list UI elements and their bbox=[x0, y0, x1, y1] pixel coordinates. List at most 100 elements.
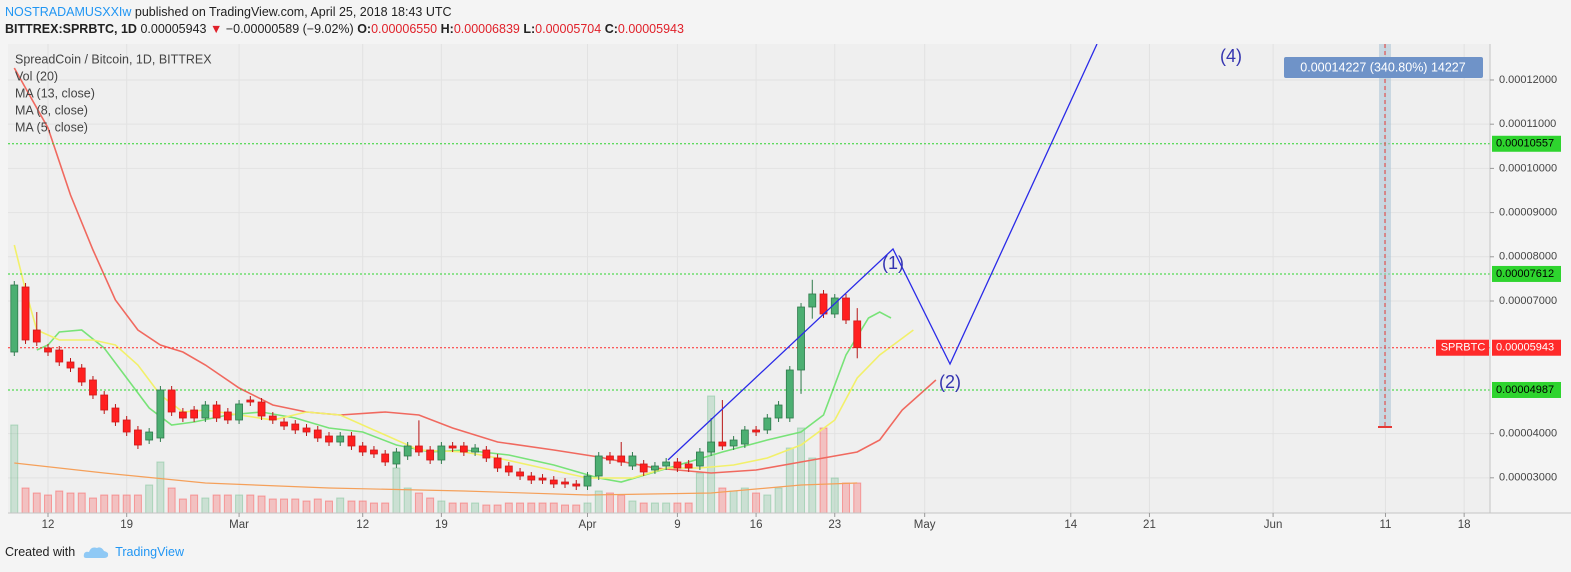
candle-body bbox=[291, 423, 300, 431]
author[interactable]: NOSTRADAMUSXXIw bbox=[5, 5, 132, 19]
candle-body bbox=[740, 429, 749, 445]
candle-body bbox=[21, 286, 30, 341]
volume-bar bbox=[482, 504, 491, 513]
volume-bar bbox=[572, 504, 581, 513]
candle-body bbox=[190, 409, 199, 419]
volume-bar bbox=[145, 484, 154, 513]
x-tick-label: 23 bbox=[828, 519, 841, 531]
volume-bar bbox=[605, 492, 614, 513]
candle-body bbox=[482, 449, 491, 459]
plot-background bbox=[8, 44, 1490, 513]
volume-bar bbox=[235, 494, 244, 513]
candle-body bbox=[32, 329, 41, 343]
level-label-box bbox=[1492, 265, 1561, 282]
volume-bar bbox=[122, 494, 131, 513]
candle-body bbox=[639, 463, 648, 473]
ohlc-value: 0.00005704 bbox=[535, 22, 602, 36]
volume-bar bbox=[268, 498, 277, 513]
x-tick-label: 19 bbox=[120, 519, 133, 531]
volume-bar bbox=[392, 467, 401, 513]
logo-cloud bbox=[83, 547, 109, 558]
candle-body bbox=[10, 284, 19, 353]
candle-body bbox=[549, 479, 558, 485]
arrow: ▼ bbox=[209, 22, 223, 36]
x-tick-label: Apr bbox=[579, 519, 597, 531]
candle-body bbox=[707, 441, 716, 453]
volume-bar bbox=[594, 490, 603, 513]
volume-bar bbox=[100, 494, 109, 513]
candle-body bbox=[89, 379, 97, 396]
candle-body bbox=[853, 320, 862, 349]
ohlc-value: 0.00006839 bbox=[453, 22, 520, 36]
y-tick-label: 0.00007000 bbox=[1499, 295, 1557, 307]
volume-bar bbox=[66, 492, 75, 513]
volume-bar bbox=[459, 502, 468, 513]
y-tick-label: 0.00004000 bbox=[1499, 428, 1557, 440]
candle-body bbox=[403, 445, 412, 457]
volume-bar bbox=[684, 502, 693, 513]
candle-body bbox=[662, 461, 671, 467]
volume-bar bbox=[167, 487, 176, 513]
candle-body bbox=[830, 297, 839, 315]
x-tick-label: 12 bbox=[42, 519, 55, 531]
ma-line bbox=[13, 244, 914, 479]
measure-label-box bbox=[1284, 57, 1483, 78]
candle-body bbox=[718, 441, 727, 447]
logo[interactable] bbox=[83, 545, 109, 559]
candle-body bbox=[370, 449, 378, 455]
x-tick-label: 11 bbox=[1379, 519, 1391, 531]
volume-bar bbox=[639, 502, 648, 513]
candle-body bbox=[302, 427, 311, 433]
x-tick-label: 12 bbox=[356, 519, 369, 531]
candle-body bbox=[572, 483, 581, 487]
last-price-label: 0.00005943 bbox=[1496, 342, 1554, 354]
candle-body bbox=[167, 389, 176, 413]
candle-body bbox=[842, 297, 850, 321]
x-tick-label: Mar bbox=[229, 519, 249, 531]
volume-bar bbox=[223, 494, 232, 513]
volume-bar bbox=[650, 502, 659, 513]
volume-bar bbox=[752, 492, 761, 513]
volume-bar bbox=[448, 502, 457, 513]
candle-body bbox=[325, 435, 333, 443]
volume-bar bbox=[280, 498, 289, 513]
wave-drawing bbox=[667, 44, 1098, 461]
volume-bar bbox=[785, 447, 794, 513]
volume-bar bbox=[403, 487, 412, 513]
volume-bar bbox=[774, 487, 783, 513]
y-tick-label: 0.00011000 bbox=[1499, 118, 1556, 130]
volume-bar bbox=[740, 487, 749, 513]
candle-body bbox=[156, 389, 165, 439]
candle-body bbox=[313, 429, 322, 439]
candle-body bbox=[684, 463, 693, 469]
volume-bar bbox=[426, 497, 435, 513]
ohlc-label: C: bbox=[604, 22, 618, 36]
candle-body bbox=[538, 477, 547, 481]
y-tick-label: 0.00003000 bbox=[1499, 472, 1557, 484]
brand[interactable]: TradingView bbox=[115, 545, 184, 559]
candle-body bbox=[516, 471, 524, 477]
candle-layer bbox=[10, 279, 862, 491]
volume-bar bbox=[178, 498, 187, 513]
axis-layer: 0.00003000 0.00004000 0.00007000 0.00008000… bbox=[42, 74, 1561, 531]
footer: Created with TradingView bbox=[5, 545, 184, 559]
candle-body bbox=[696, 451, 704, 467]
candle-body bbox=[358, 445, 367, 453]
y-tick-label: 0.00012000 bbox=[1499, 74, 1557, 86]
published: published on TradingView.com, April 25, … bbox=[134, 5, 452, 19]
wave-label: (4) bbox=[1220, 46, 1242, 66]
volume-bar bbox=[504, 502, 513, 513]
volume-bar bbox=[819, 427, 828, 513]
last: 0.00005943 bbox=[140, 22, 207, 36]
candle-body bbox=[651, 465, 659, 471]
candle-body bbox=[797, 306, 805, 371]
legend-title: SpreadCoin / Bitcoin, 1D, BITTREX bbox=[15, 52, 212, 66]
y-tick-label: 0.00010000 bbox=[1499, 162, 1557, 174]
volume-bar bbox=[830, 477, 839, 513]
ohlc-label: H: bbox=[440, 22, 454, 36]
ma-line bbox=[13, 67, 937, 474]
candle-body bbox=[673, 461, 682, 469]
candle-body bbox=[392, 451, 401, 465]
candle-body bbox=[583, 475, 592, 487]
